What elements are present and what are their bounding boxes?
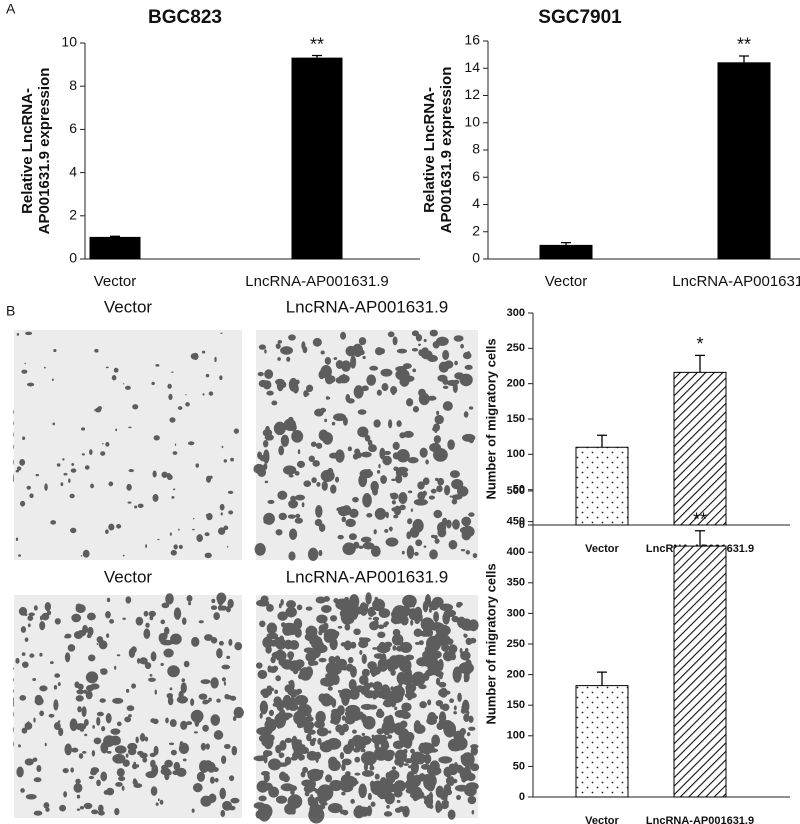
x-tick-label: Vector: [545, 273, 588, 290]
bar: [291, 57, 343, 260]
y-tick-label: 150: [507, 699, 525, 711]
y-tick-label: 2: [69, 207, 77, 223]
y-tick-label: 250: [507, 342, 525, 354]
error-bar: [597, 671, 607, 686]
error-bar: [312, 54, 322, 61]
x-tick-label: LncRNA-AP001631.9: [646, 815, 754, 824]
micrograph: [14, 330, 242, 560]
x-tick-label: LncRNA-AP001631.9: [245, 273, 388, 290]
bar: [717, 62, 771, 260]
y-tick-label: 12: [464, 86, 480, 102]
y-tick-label: 200: [507, 378, 525, 390]
image-label: LncRNA-AP001631.9: [286, 297, 449, 316]
y-tick-label: 500: [507, 485, 525, 497]
bar: [89, 236, 141, 260]
y-tick-label: 100: [507, 730, 525, 742]
cells: [15, 592, 244, 818]
y-tick-label: 200: [507, 669, 525, 681]
significance: *: [696, 334, 703, 354]
significance: **: [693, 510, 707, 530]
y-tick-label: 2: [472, 222, 480, 238]
image-label: Vector: [104, 567, 153, 586]
y-tick-label: 50: [513, 484, 525, 496]
y-tick-label: 50: [513, 760, 525, 772]
y-tick-label: 8: [472, 141, 480, 157]
error-bar: [739, 55, 749, 70]
error-bar: [597, 434, 607, 448]
bar: [575, 446, 629, 526]
error-bar: [561, 242, 571, 249]
chart-title: BGC823: [148, 7, 222, 28]
y-tick-label: 0: [519, 791, 525, 803]
y-tick-label: 4: [69, 163, 77, 179]
y-axis-label: Relative LncRNA-: [19, 88, 36, 214]
y-tick-label: 0: [472, 250, 480, 266]
significance: **: [737, 35, 751, 55]
x-tick-label: Vector: [94, 273, 137, 290]
y-tick-label: 10: [61, 34, 77, 50]
y-tick-label: 4: [472, 195, 480, 211]
y-tick-label: 150: [507, 413, 525, 425]
x-tick-label: LncRNA-AP001631.9: [672, 273, 800, 290]
panel-label: B: [6, 303, 15, 319]
y-tick-label: 300: [507, 307, 525, 319]
y-tick-label: 400: [507, 546, 525, 558]
significance: **: [310, 34, 324, 54]
y-axis-label: Relative LncRNA-: [421, 87, 438, 213]
error-bar: [110, 235, 120, 239]
y-tick-label: 8: [69, 77, 77, 93]
y-tick-label: 14: [464, 59, 480, 75]
y-axis-label: AP001631.9 expression: [438, 67, 455, 234]
bar: [673, 545, 727, 798]
y-tick-label: 6: [472, 168, 480, 184]
y-tick-label: 0: [69, 250, 77, 266]
y-tick-label: 250: [507, 638, 525, 650]
error-bar: [695, 354, 705, 373]
y-tick-label: 6: [69, 120, 77, 136]
y-tick-label: 100: [507, 448, 525, 460]
image-label: LncRNA-AP001631.9: [286, 567, 449, 586]
y-axis-label: Number of migratory cells: [483, 563, 498, 724]
x-tick-label: Vector: [585, 543, 619, 555]
y-tick-label: 450: [507, 516, 525, 528]
cells: [253, 329, 478, 562]
cells: [253, 592, 480, 824]
y-tick-label: 0: [519, 519, 525, 531]
y-tick-label: 16: [464, 32, 480, 48]
y-axis-label: AP001631.9 expression: [36, 68, 53, 235]
error-bar: [695, 530, 705, 547]
bar: [575, 685, 629, 798]
y-axis-label: Number of migratory cells: [483, 338, 498, 499]
image-label: Vector: [104, 297, 153, 316]
y-tick-label: 350: [507, 577, 525, 589]
chart-title: SGC7901: [538, 7, 622, 28]
panel-label: A: [6, 1, 16, 17]
y-tick-label: 300: [507, 607, 525, 619]
y-tick-label: 10: [464, 113, 480, 129]
bar: [673, 371, 727, 526]
x-tick-label: Vector: [585, 815, 619, 824]
